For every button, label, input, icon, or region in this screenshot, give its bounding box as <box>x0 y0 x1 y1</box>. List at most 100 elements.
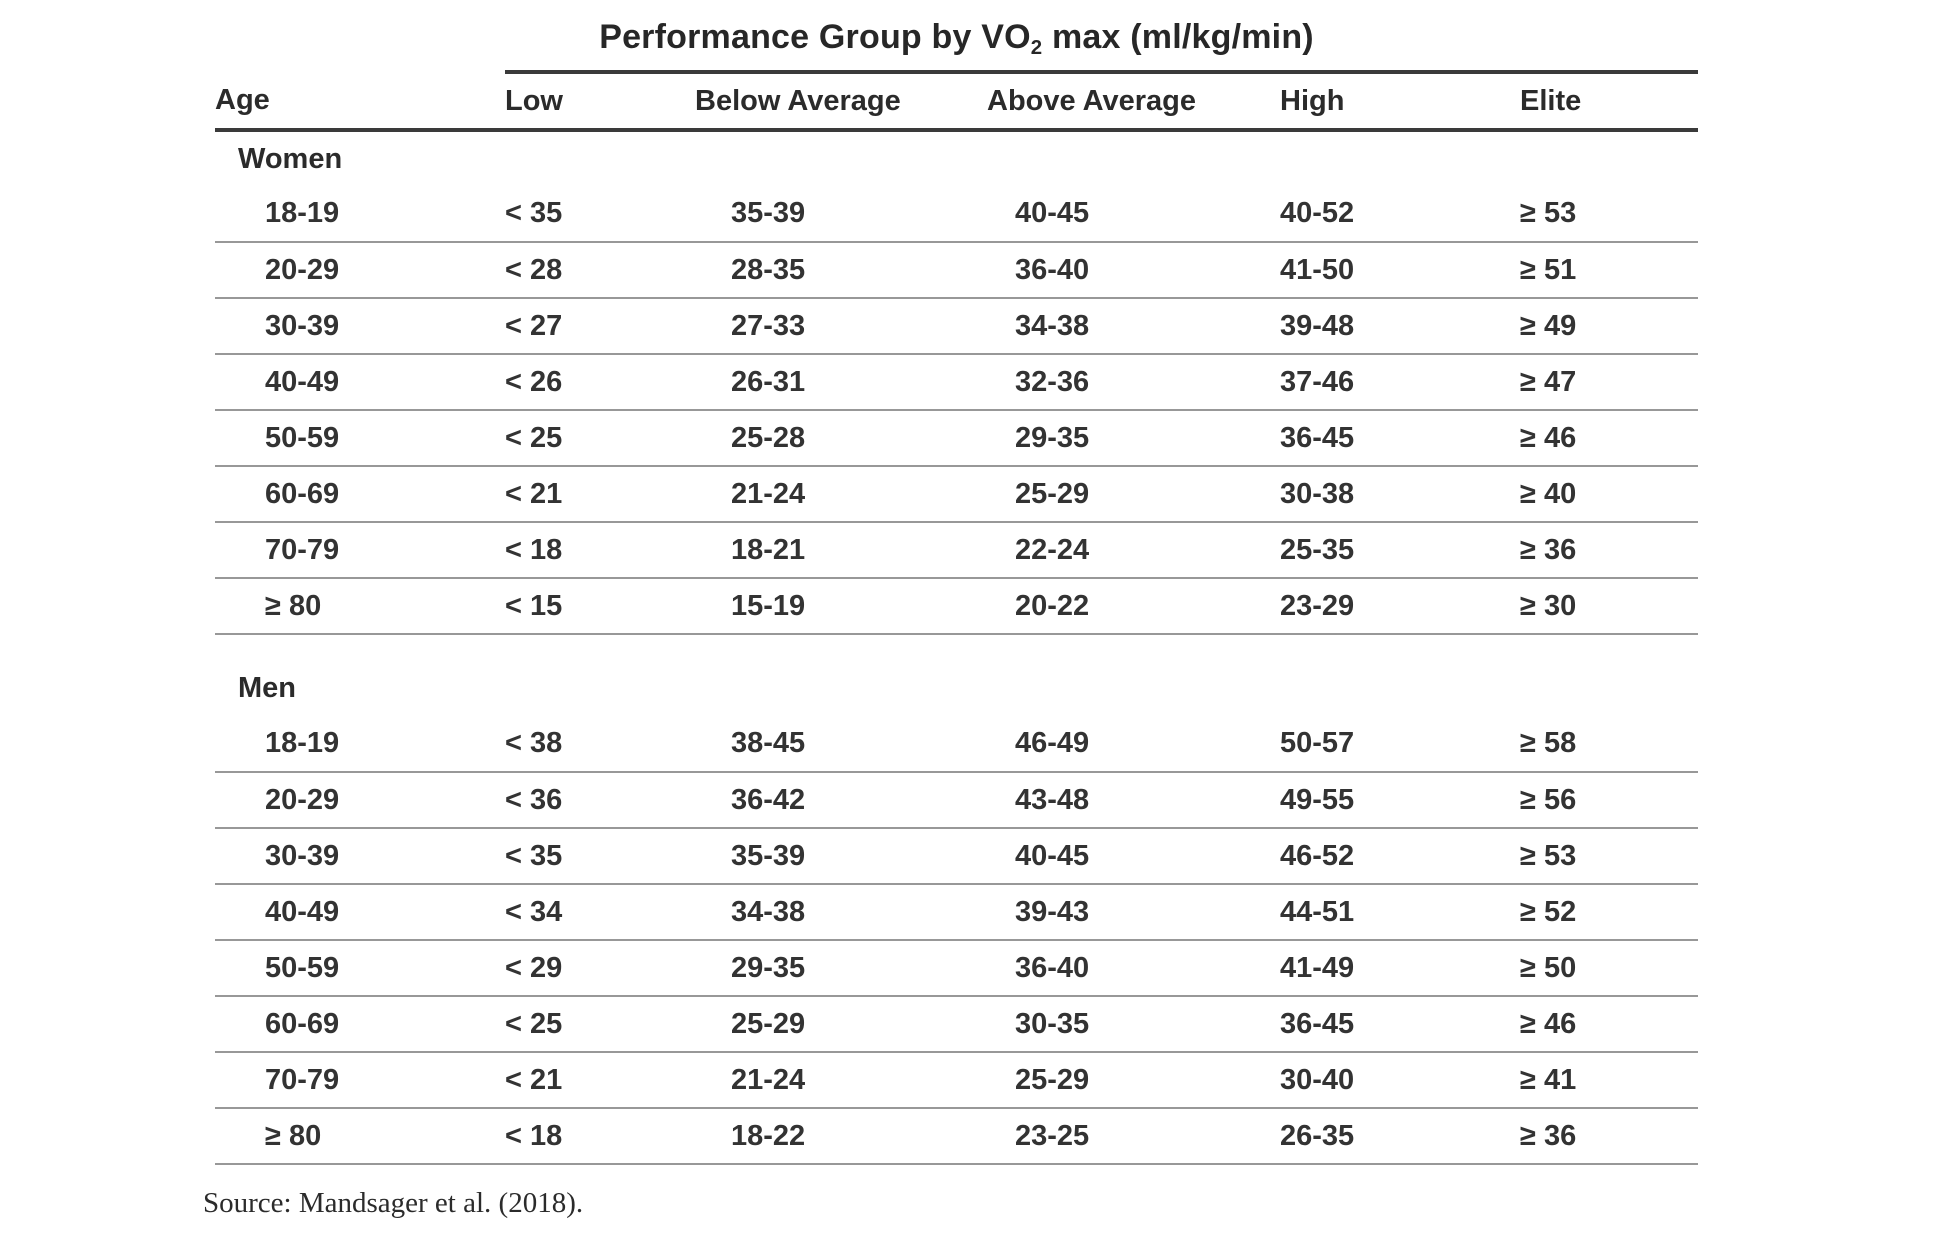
value-cell: 40-45 <box>987 828 1280 885</box>
value-cell: < 25 <box>505 996 695 1053</box>
value-cell: < 34 <box>505 884 695 941</box>
value-cell: 36-45 <box>1280 410 1520 467</box>
value-cell: ≥ 36 <box>1520 522 1698 579</box>
value-cell: 28-35 <box>695 242 987 299</box>
age-cell: 70-79 <box>215 1052 505 1109</box>
value-cell: 25-29 <box>987 466 1280 523</box>
value-cell: 35-39 <box>695 186 987 243</box>
age-cell: 40-49 <box>215 354 505 411</box>
vo2max-table: Age Low Below Average Above Average High… <box>215 0 1698 1165</box>
table-row: 40-49 < 34 34-38 39-43 44-51 ≥ 52 <box>215 884 1698 941</box>
age-cell: ≥ 80 <box>215 578 505 635</box>
column-header-elite: Elite <box>1520 72 1698 132</box>
value-cell: < 18 <box>505 522 695 579</box>
value-cell: < 27 <box>505 298 695 355</box>
age-cell: ≥ 80 <box>215 1108 505 1165</box>
value-cell: < 35 <box>505 828 695 885</box>
value-cell: 21-24 <box>695 466 987 523</box>
value-cell: 29-35 <box>695 940 987 997</box>
age-cell: 60-69 <box>215 996 505 1053</box>
value-cell: 34-38 <box>695 884 987 941</box>
value-cell: < 21 <box>505 466 695 523</box>
table-row: 20-29 < 28 28-35 36-40 41-50 ≥ 51 <box>215 242 1698 299</box>
table-row: ≥ 80 < 18 18-22 23-25 26-35 ≥ 36 <box>215 1108 1698 1165</box>
vo2-subscript: 2 <box>1030 36 1043 59</box>
table-row: 18-19 < 38 38-45 46-49 50-57 ≥ 58 <box>215 716 1698 773</box>
age-cell: 40-49 <box>215 884 505 941</box>
age-cell: 18-19 <box>215 716 505 773</box>
table-row: 70-79 < 18 18-21 22-24 25-35 ≥ 36 <box>215 522 1698 579</box>
value-cell: 40-45 <box>987 186 1280 243</box>
value-cell: 18-21 <box>695 522 987 579</box>
value-cell: 36-40 <box>987 940 1280 997</box>
value-cell: ≥ 58 <box>1520 716 1698 773</box>
age-cell: 50-59 <box>215 940 505 997</box>
value-cell: 49-55 <box>1280 772 1520 829</box>
value-cell: < 25 <box>505 410 695 467</box>
value-cell: 38-45 <box>695 716 987 773</box>
age-cell: 70-79 <box>215 522 505 579</box>
table-title: Performance Group by VO2 max (ml/kg/min) <box>215 18 1698 59</box>
value-cell: 37-46 <box>1280 354 1520 411</box>
value-cell: 36-45 <box>1280 996 1520 1053</box>
value-cell: 39-48 <box>1280 298 1520 355</box>
value-cell: 23-29 <box>1280 578 1520 635</box>
value-cell: ≥ 53 <box>1520 186 1698 243</box>
column-header-low: Low <box>505 72 695 132</box>
table-row: 20-29 < 36 36-42 43-48 49-55 ≥ 56 <box>215 772 1698 829</box>
value-cell: < 29 <box>505 940 695 997</box>
table-row: ≥ 80 < 15 15-19 20-22 23-29 ≥ 30 <box>215 578 1698 635</box>
table-row: 30-39 < 35 35-39 40-45 46-52 ≥ 53 <box>215 828 1698 885</box>
column-header-above-average: Above Average <box>987 72 1280 132</box>
value-cell: 22-24 <box>987 522 1280 579</box>
value-cell: ≥ 40 <box>1520 466 1698 523</box>
title-suffix: max (ml/kg/min) <box>1042 18 1314 56</box>
table-row: 18-19 < 35 35-39 40-45 40-52 ≥ 53 <box>215 186 1698 243</box>
value-cell: 39-43 <box>987 884 1280 941</box>
section-label-row: Women <box>215 130 1698 186</box>
value-cell: 18-22 <box>695 1108 987 1165</box>
value-cell: ≥ 46 <box>1520 410 1698 467</box>
vo2max-table-figure: Performance Group by VO2 max (ml/kg/min)… <box>203 0 1698 1220</box>
value-cell: 41-49 <box>1280 940 1520 997</box>
group-rule <box>505 0 1698 74</box>
value-cell: 34-38 <box>987 298 1280 355</box>
value-cell: 32-36 <box>987 354 1280 411</box>
value-cell: 44-51 <box>1280 884 1520 941</box>
value-cell: 27-33 <box>695 298 987 355</box>
value-cell: < 38 <box>505 716 695 773</box>
value-cell: 26-31 <box>695 354 987 411</box>
value-cell: 25-29 <box>987 1052 1280 1109</box>
value-cell: ≥ 47 <box>1520 354 1698 411</box>
value-cell: ≥ 56 <box>1520 772 1698 829</box>
section-label: Men <box>238 671 296 704</box>
age-cell: 50-59 <box>215 410 505 467</box>
value-cell: 50-57 <box>1280 716 1520 773</box>
source-note: Source: Mandsager et al. (2018). <box>203 1187 584 1219</box>
group-header-row <box>215 0 1698 74</box>
value-cell: 23-25 <box>987 1108 1280 1165</box>
section-label: Women <box>238 142 343 175</box>
age-cell: 60-69 <box>215 466 505 523</box>
table-row: 70-79 < 21 21-24 25-29 30-40 ≥ 41 <box>215 1052 1698 1109</box>
value-cell: < 21 <box>505 1052 695 1109</box>
value-cell: 29-35 <box>987 410 1280 467</box>
table-row: 50-59 < 29 29-35 36-40 41-49 ≥ 50 <box>215 940 1698 997</box>
table-row: 40-49 < 26 26-31 32-36 37-46 ≥ 47 <box>215 354 1698 411</box>
value-cell: 46-52 <box>1280 828 1520 885</box>
value-cell: < 26 <box>505 354 695 411</box>
value-cell: ≥ 30 <box>1520 578 1698 635</box>
age-cell: 18-19 <box>215 186 505 243</box>
value-cell: ≥ 50 <box>1520 940 1698 997</box>
value-cell: 35-39 <box>695 828 987 885</box>
age-cell: 20-29 <box>215 242 505 299</box>
value-cell: < 36 <box>505 772 695 829</box>
value-cell: < 15 <box>505 578 695 635</box>
column-header-row: Age Low Below Average Above Average High… <box>215 72 1698 132</box>
value-cell: < 28 <box>505 242 695 299</box>
value-cell: ≥ 49 <box>1520 298 1698 355</box>
value-cell: < 35 <box>505 186 695 243</box>
value-cell: 25-28 <box>695 410 987 467</box>
value-cell: 20-22 <box>987 578 1280 635</box>
